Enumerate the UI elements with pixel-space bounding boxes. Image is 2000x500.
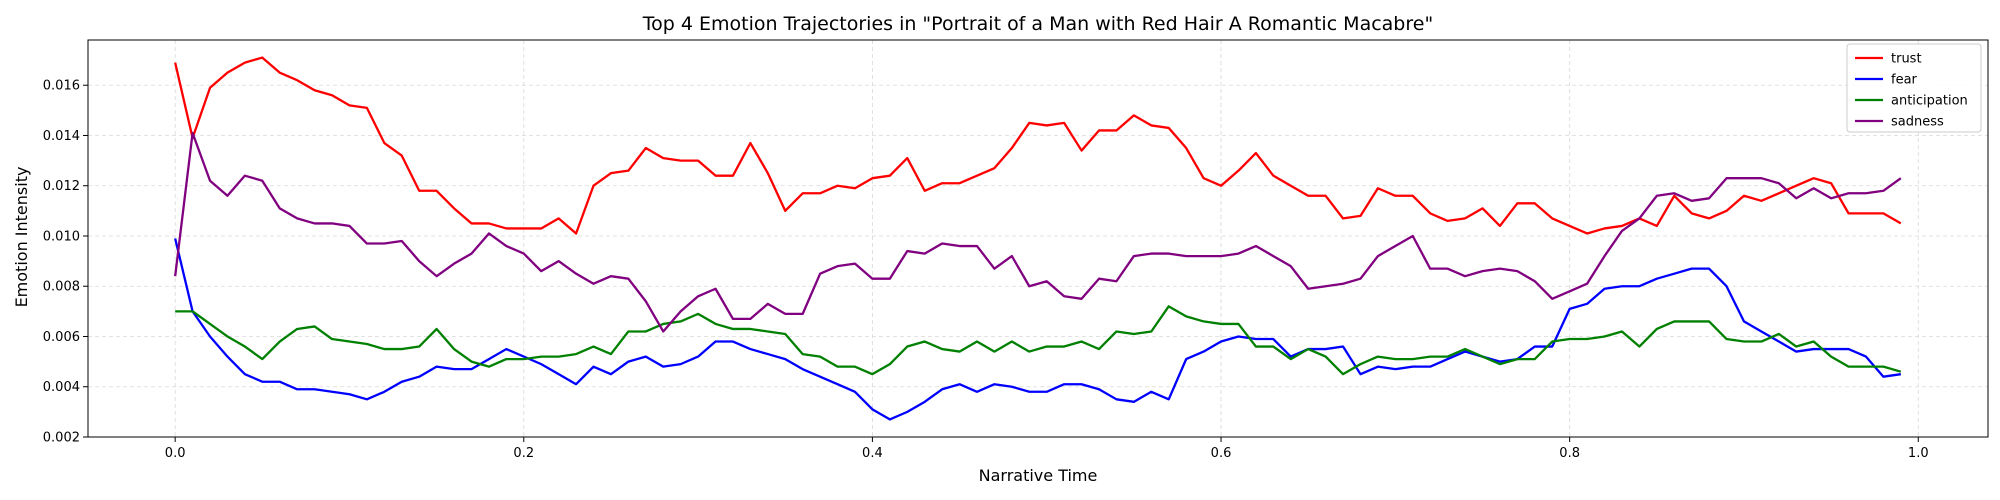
- y-tick-label: 0.006: [43, 330, 80, 345]
- series-line-fear: [174, 238, 1902, 421]
- x-tick-label: 0.0: [165, 446, 186, 461]
- y-axis-label: Emotion Intensity: [12, 167, 31, 308]
- legend-label-fear: fear: [1891, 73, 1918, 88]
- y-tick-label: 0.012: [43, 179, 80, 194]
- plot-frame: [87, 39, 1989, 438]
- x-tick-label: 0.4: [862, 446, 883, 461]
- x-tick-label: 0.2: [513, 446, 534, 461]
- y-tick-label: 0.008: [43, 280, 80, 295]
- series-lines: [174, 56, 1902, 421]
- x-tick-label: 0.6: [1211, 446, 1232, 461]
- axis-ticks: 0.0 0.2 0.4 0.6 0.8 1.0 0.002 0.004 0.006 0.008 0.…: [43, 79, 1929, 461]
- legend-label-sadness: sadness: [1891, 115, 1944, 130]
- series-line-trust: [174, 56, 1902, 235]
- chart-title: Top 4 Emotion Trajectories in "Portrait …: [642, 13, 1433, 35]
- x-tick-label: 0.8: [1559, 446, 1580, 461]
- legend-label-anticipation: anticipation: [1891, 94, 1968, 109]
- y-tick-label: 0.002: [43, 431, 80, 446]
- y-tick-label: 0.010: [43, 229, 80, 244]
- y-tick-label: 0.016: [43, 79, 80, 94]
- series-line-sadness: [174, 131, 1902, 333]
- legend-label-trust: trust: [1891, 52, 1922, 67]
- x-axis-label: Narrative Time: [979, 466, 1098, 485]
- legend-box: [1846, 43, 1982, 133]
- x-tick-label: 1.0: [1908, 446, 1929, 461]
- y-tick-label: 0.014: [43, 129, 80, 144]
- series-line-anticipation: [175, 305, 1902, 376]
- legend: trust fear anticipation sadness: [1846, 43, 1982, 133]
- y-tick-label: 0.004: [43, 380, 80, 395]
